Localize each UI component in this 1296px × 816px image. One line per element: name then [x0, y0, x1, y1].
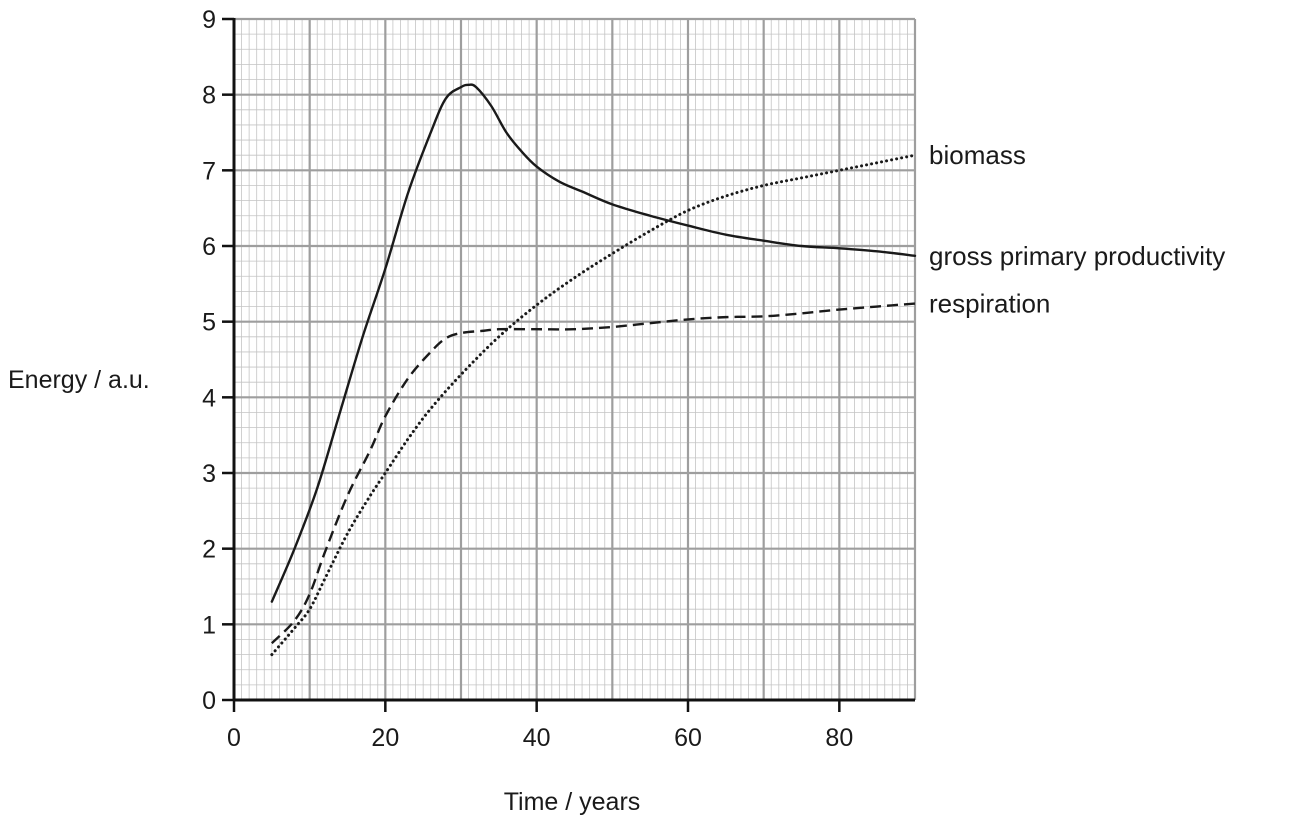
x-axis-ticks: 0 20 40 60 80: [227, 700, 853, 752]
minor-grid: [234, 19, 915, 700]
y-tick-label: 3: [202, 460, 216, 488]
series-label-biomass: biomass: [929, 140, 1026, 170]
y-tick-label: 8: [202, 82, 216, 110]
x-tick-label: 40: [523, 724, 551, 752]
axes: [232, 18, 915, 702]
series-label-respiration: respiration: [929, 289, 1050, 319]
series-labels: gross primary productivity respiration bio…: [929, 140, 1225, 318]
series-line-respiration: [270, 302, 916, 645]
series-label-gross-primary-productivity: gross primary productivity: [929, 241, 1225, 271]
y-tick-label: 9: [202, 6, 216, 34]
series-line-biomass: [270, 153, 917, 657]
y-tick-label: 6: [202, 233, 216, 261]
y-tick-label: 0: [202, 687, 216, 715]
y-tick-label: 7: [202, 157, 216, 185]
series-lines: [270, 83, 917, 657]
y-tick-label: 5: [202, 309, 216, 337]
y-tick-label: 1: [202, 611, 216, 639]
x-tick-label: 80: [825, 724, 853, 752]
y-axis-title: Energy / a.u.: [8, 366, 150, 394]
y-tick-label: 2: [202, 536, 216, 564]
major-grid: [234, 17, 917, 700]
y-axis-ticks: 0 1 2 3 4 5 6 7 8 9: [202, 6, 234, 715]
x-axis-title: Time / years: [504, 788, 641, 816]
series-line-gross-primary-productivity: [270, 83, 917, 603]
y-tick-label: 4: [202, 384, 216, 412]
x-tick-label: 0: [227, 724, 241, 752]
x-tick-label: 20: [371, 724, 399, 752]
x-tick-label: 60: [674, 724, 702, 752]
